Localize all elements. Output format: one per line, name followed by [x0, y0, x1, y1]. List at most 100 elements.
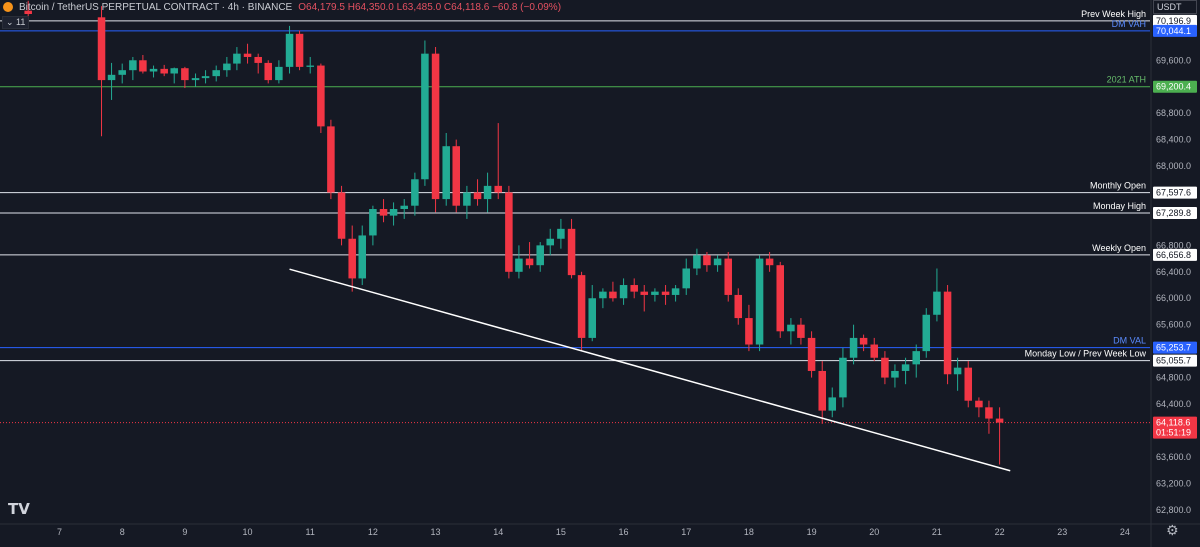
candle	[160, 64, 168, 77]
candle-body	[797, 324, 805, 338]
candle-body	[577, 275, 586, 338]
candle	[306, 56, 314, 74]
candle-body	[411, 179, 419, 206]
candle-body	[400, 205, 408, 210]
candle-body	[745, 318, 753, 345]
candle-body	[160, 68, 168, 74]
candle	[776, 261, 785, 338]
candle-body	[515, 258, 523, 272]
candle-body	[870, 344, 879, 358]
level-price-tag-label: 70,044.1	[1156, 26, 1191, 36]
candle	[619, 278, 628, 305]
candle	[693, 248, 701, 276]
candle-body	[640, 291, 649, 295]
x-tick-label: 20	[869, 527, 879, 537]
candle	[922, 308, 931, 358]
current-price-tag	[1153, 416, 1197, 439]
level-price-tag	[1153, 24, 1197, 37]
candle-body	[933, 291, 941, 315]
candle-body	[149, 68, 158, 72]
level-label: Monday High	[1093, 201, 1146, 211]
candle-body	[536, 245, 544, 266]
candle	[107, 62, 116, 100]
candle-body	[755, 258, 764, 345]
candle-body	[24, 10, 32, 14]
candle	[118, 63, 126, 84]
candle-body	[975, 400, 983, 408]
x-tick-label: 13	[431, 527, 441, 537]
symbol-title[interactable]: Bitcoin / TetherUS PERPETUAL CONTRACT · …	[19, 1, 293, 13]
candle	[525, 242, 534, 269]
candle	[807, 331, 816, 378]
candle-body	[693, 255, 701, 269]
x-tick-label: 23	[1057, 527, 1067, 537]
candle	[505, 185, 513, 279]
candle-body	[713, 258, 722, 266]
candle	[129, 56, 137, 81]
candle-body	[483, 185, 492, 200]
candle-body	[964, 367, 973, 401]
x-tick-label: 24	[1120, 527, 1130, 537]
candle-body	[891, 370, 899, 378]
candle-body	[463, 192, 471, 206]
candle-body	[223, 63, 231, 71]
candle-body	[233, 53, 241, 64]
level-price-tag-label: 67,597.6	[1156, 188, 1191, 198]
x-tick-label: 14	[493, 527, 503, 537]
currency-selector[interactable]: USDT	[1153, 0, 1197, 14]
level-price-tag-label: 69,200.4	[1156, 82, 1191, 92]
candle	[254, 53, 262, 74]
candle	[588, 285, 596, 342]
candle-body	[358, 235, 366, 279]
level-price-tag-label: 65,055.7	[1156, 356, 1191, 366]
indicator-toggle[interactable]: ⌄ 11	[2, 16, 30, 29]
candle-body	[818, 370, 826, 411]
candle-body	[337, 192, 346, 239]
candle-body	[567, 228, 576, 276]
candle-body	[369, 209, 377, 236]
x-tick-label: 8	[120, 527, 125, 537]
level-label: DM VAH	[1112, 19, 1146, 29]
candle	[411, 172, 419, 216]
candle	[567, 218, 576, 279]
level-label: 2021 ATH	[1107, 75, 1146, 85]
candle	[881, 351, 889, 385]
candle-body	[107, 74, 116, 81]
y-tick-label: 69,600.0	[1156, 55, 1191, 65]
candle	[170, 67, 178, 84]
candle-body	[901, 364, 910, 371]
candle	[149, 65, 158, 78]
candle-body	[787, 324, 795, 332]
candle	[745, 304, 753, 352]
candle	[181, 66, 189, 89]
candle-body	[953, 367, 962, 375]
x-tick-label: 18	[744, 527, 754, 537]
candle-body	[839, 357, 847, 398]
candle-body	[703, 255, 711, 266]
y-tick-label: 66,400.0	[1156, 267, 1191, 277]
candle	[828, 387, 837, 418]
candle	[212, 65, 220, 82]
candle-body	[421, 53, 429, 180]
level-label: Weekly Open	[1092, 243, 1146, 253]
gear-icon[interactable]: ⚙	[1166, 523, 1179, 539]
candle	[483, 172, 492, 213]
candle	[389, 202, 398, 226]
candle	[285, 25, 294, 74]
ohlc-readout: O64,179.5 H64,350.0 L63,485.0 C64,118.6 …	[298, 1, 562, 13]
level-label: Monday Low / Prev Week Low	[1025, 349, 1147, 359]
candle-body	[285, 33, 294, 67]
candle	[515, 245, 523, 279]
candle-body	[849, 337, 858, 358]
tradingview-logo-icon: TV	[8, 500, 30, 518]
candle-body	[254, 56, 262, 63]
candle-body	[505, 192, 513, 272]
candle	[337, 185, 346, 246]
x-tick-label: 12	[368, 527, 378, 537]
candle-body	[588, 298, 596, 338]
y-tick-label: 65,600.0	[1156, 320, 1191, 330]
y-tick-label: 63,600.0	[1156, 452, 1191, 462]
candle	[327, 119, 335, 200]
